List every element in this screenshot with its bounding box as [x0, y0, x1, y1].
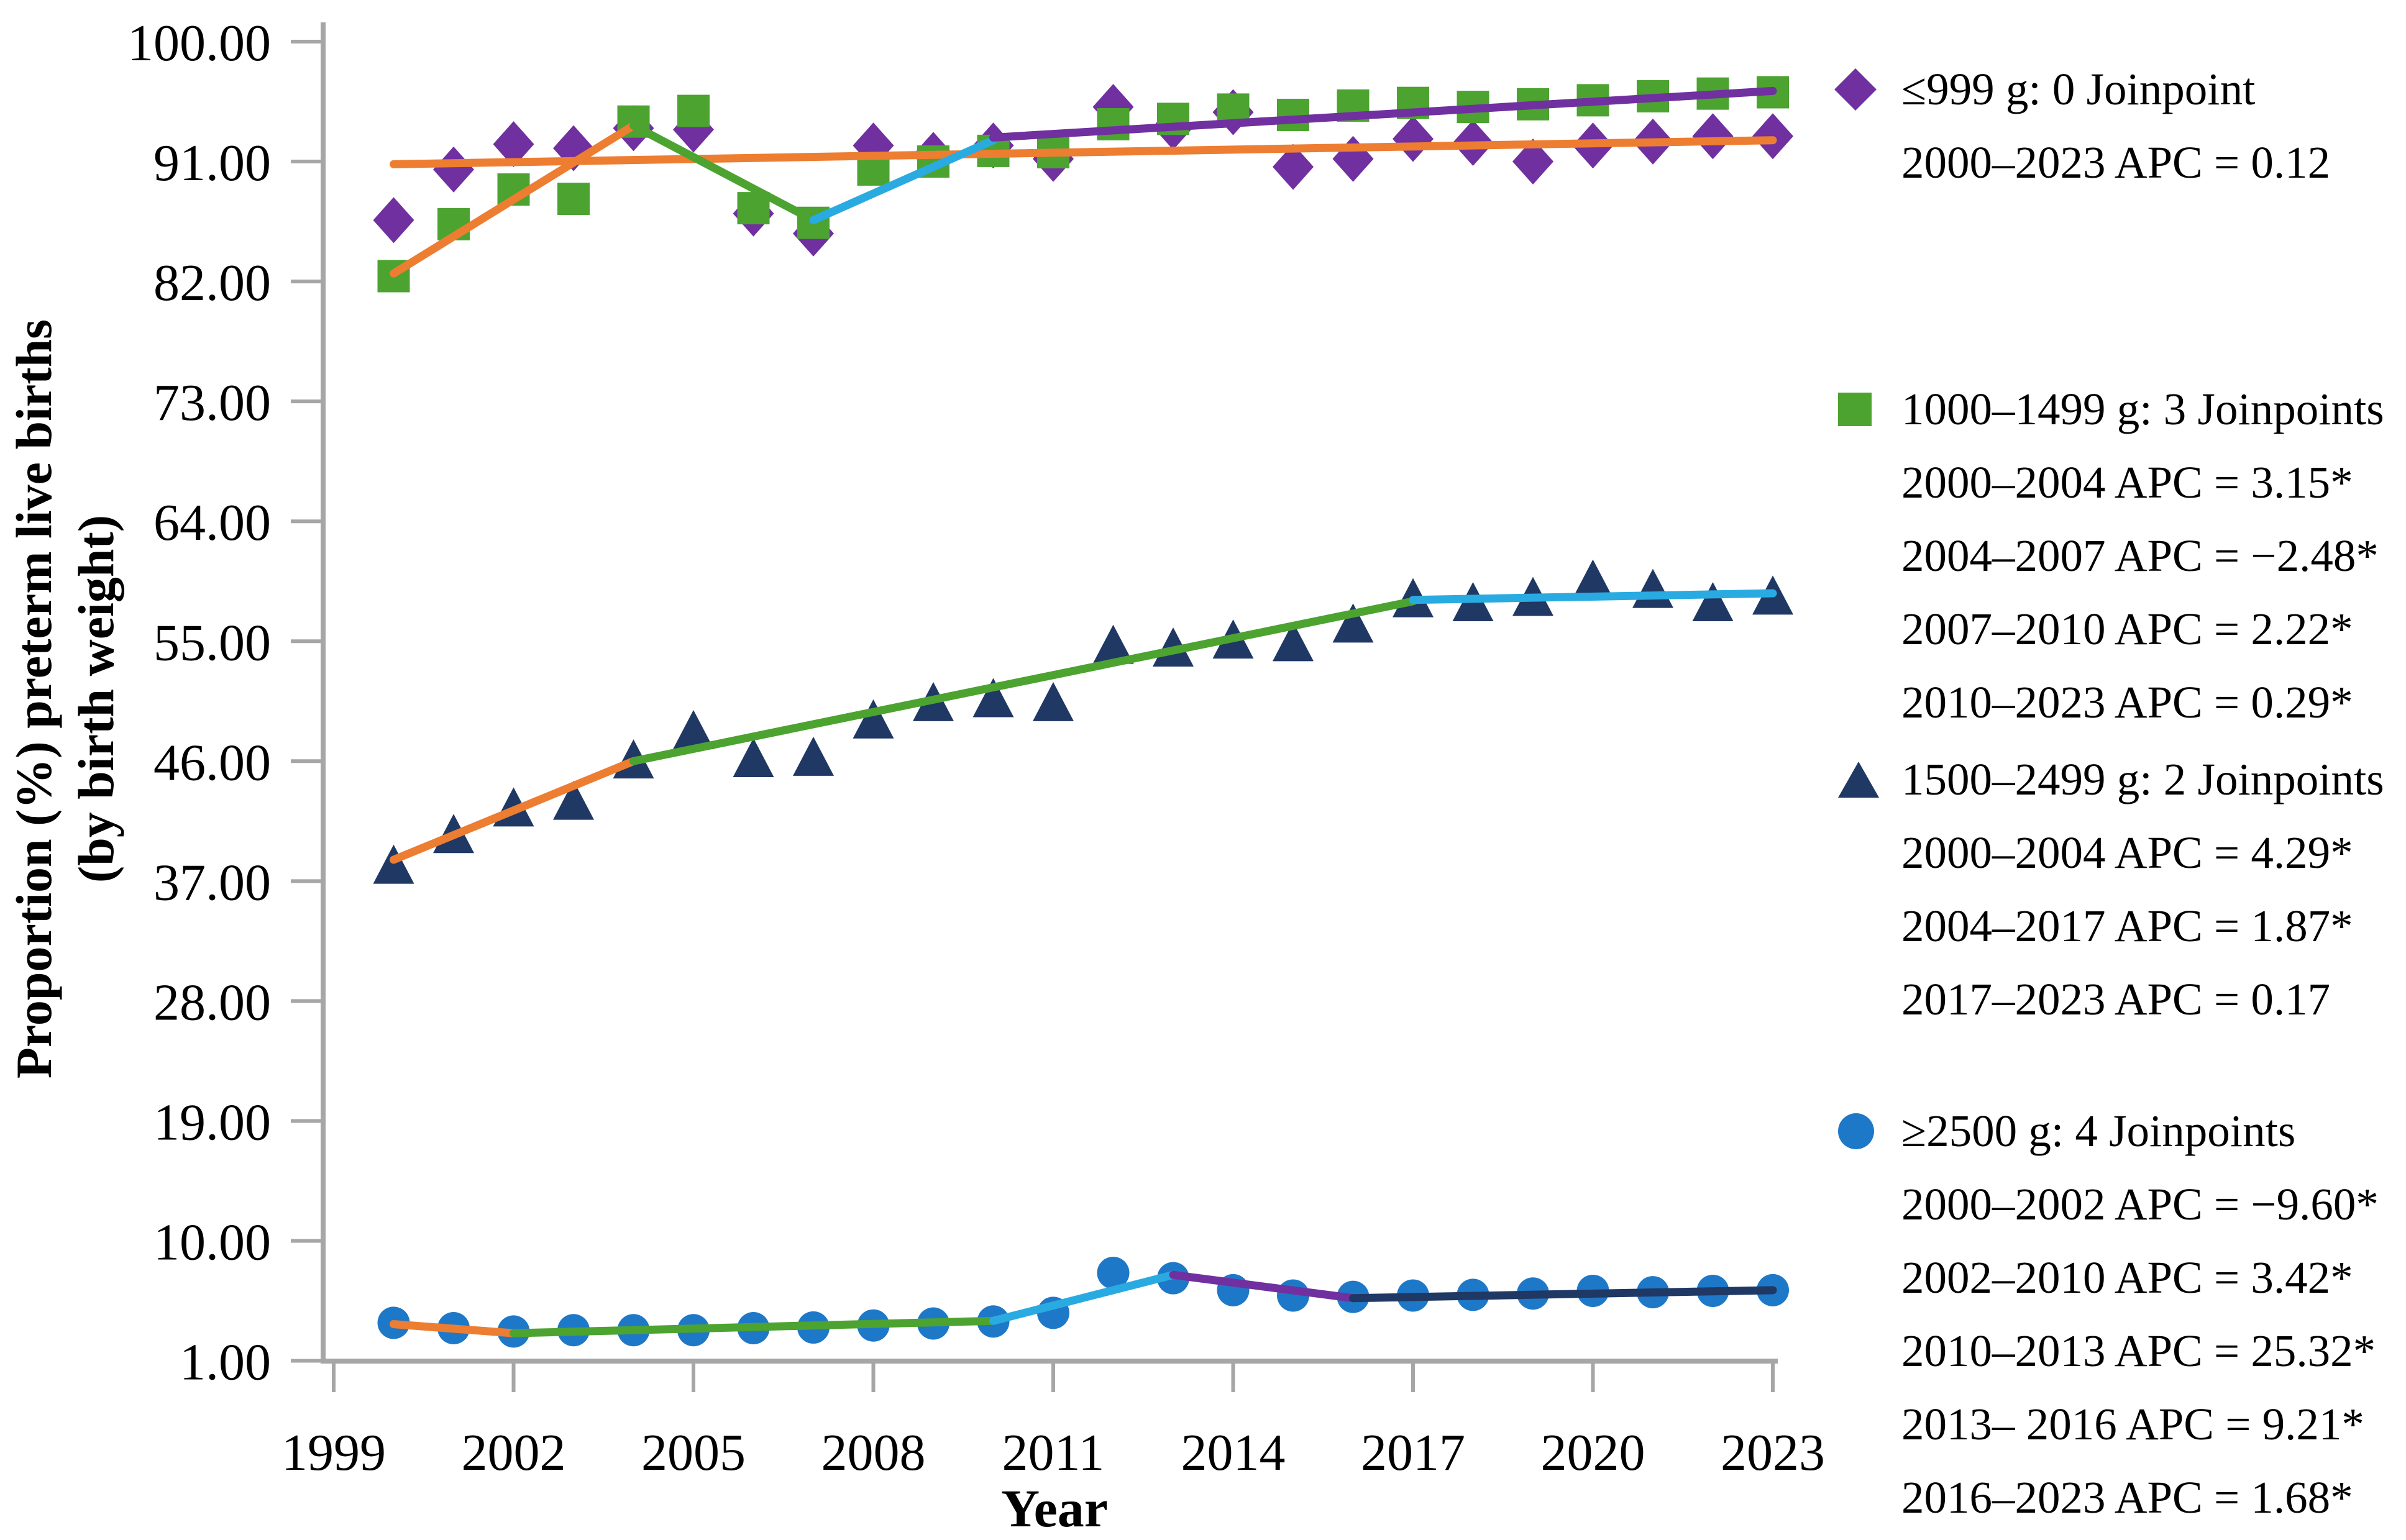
x-axis-title: Year	[1001, 1478, 1108, 1538]
triangle-marker	[972, 678, 1014, 718]
y-tick-label: 82.00	[153, 254, 271, 312]
triangle-marker	[673, 709, 714, 749]
triangle-marker	[553, 780, 594, 820]
triangle-marker	[853, 699, 894, 739]
y-axis-title-line2: (by birth weight)	[68, 514, 124, 883]
trend-segment-green	[629, 597, 1417, 765]
square-icon	[1838, 393, 1872, 426]
trend-segment-cyan	[1409, 589, 1777, 604]
y-tick-label: 73.00	[153, 374, 271, 432]
y-tick-label: 19.00	[153, 1093, 271, 1151]
x-tick-label: 1999	[281, 1424, 386, 1482]
triangle-marker	[1332, 603, 1374, 643]
square-marker	[1277, 98, 1309, 131]
legend-title: 1000–1499 g: 3 Joinpoints	[1901, 384, 2384, 434]
x-tick-label: 2023	[1721, 1424, 1825, 1482]
legend-apc-line: 2013– 2016 APC = 9.21*	[1901, 1399, 2364, 1449]
diamond-marker	[493, 121, 534, 168]
diamond-marker	[433, 146, 474, 193]
trend-segment-orange	[390, 1320, 518, 1337]
trend-segment-orange	[390, 757, 638, 864]
trend-segment-navy	[1349, 1286, 1777, 1303]
y-axis-title-line1: Proportion (%) preterm live births	[6, 319, 62, 1079]
legend-entry-ge2500g: ≥2500 g: 4 Joinpoints 2000–2002 APC = −9…	[1838, 1095, 2405, 1534]
legend-title: ≥2500 g: 4 Joinpoints	[1901, 1106, 2296, 1156]
legend-apc-line: 2017–2023 APC = 0.17	[1901, 974, 2331, 1024]
triangle-marker	[1632, 568, 1673, 608]
legend-entry-1500-2499g: 1500–2499 g: 2 Joinpoints 2000–2004 APC …	[1838, 743, 2405, 1036]
legend-entry-le999g: ≤999 g: 0 Joinpoint 2000–2023 APC = 0.12	[1834, 53, 2405, 199]
y-tick-label: 10.00	[153, 1214, 271, 1272]
triangle-marker	[1273, 622, 1314, 662]
legend-apc-line: 2000–2023 APC = 0.12	[1901, 137, 2331, 188]
legend-apc-line: 2004–2007 APC = −2.48*	[1901, 531, 2379, 581]
triangle-marker	[1572, 559, 1614, 599]
trend-segment-purple	[1169, 1270, 1357, 1303]
legend-title: ≤999 g: 0 Joinpoint	[1901, 64, 2256, 114]
trend-segment-green	[510, 1316, 997, 1337]
x-tick-label: 2014	[1181, 1424, 1286, 1482]
y-tick-label: 55.00	[153, 614, 271, 672]
x-tick-label: 2011	[1002, 1424, 1105, 1482]
legend-apc-line: 2000–2002 APC = −9.60*	[1901, 1179, 2379, 1229]
legend-apc-line: 2004–2017 APC = 1.87*	[1901, 901, 2353, 951]
square-marker	[677, 94, 710, 127]
trend-segment-cyan	[989, 1270, 1178, 1325]
diamond-marker	[1512, 139, 1553, 185]
trend-segment-green	[629, 121, 818, 224]
y-axis-title: Proportion (%) preterm live births (by b…	[3, 196, 134, 1202]
x-tick-label: 2005	[641, 1424, 746, 1482]
legend-apc-line: 2016–2023 APC = 1.68*	[1901, 1472, 2353, 1523]
legend-apc-line: 2010–2013 APC = 25.32*	[1901, 1326, 2376, 1376]
trend-segment-cyan	[809, 136, 997, 224]
square-marker	[1097, 107, 1130, 140]
triangle-marker	[373, 844, 414, 884]
diamond-marker	[1692, 113, 1734, 160]
triangle-marker	[1692, 582, 1734, 622]
y-tick-label: 46.00	[153, 734, 271, 791]
x-tick-label: 2008	[821, 1424, 926, 1482]
y-tick-label: 28.00	[153, 973, 271, 1031]
y-tick-label: 100.00	[127, 14, 271, 72]
square-marker	[557, 183, 590, 216]
legend-entry-1000-1499g: 1000–1499 g: 3 Joinpoints 2000–2004 APC …	[1838, 373, 2405, 739]
triangle-marker	[733, 738, 774, 778]
diamond-icon	[1834, 68, 1877, 111]
triangle-marker	[1092, 624, 1134, 664]
trend-segment-purple	[989, 86, 1777, 142]
triangle-marker	[793, 736, 834, 776]
circle-marker	[1097, 1256, 1130, 1289]
x-tick-label: 2017	[1361, 1424, 1465, 1482]
trend-segment-orange	[390, 136, 1777, 168]
trend-segment-orange	[390, 121, 638, 278]
legend-apc-line: 2010–2023 APC = 0.29*	[1901, 677, 2353, 727]
legend-apc-line: 2000–2004 APC = 4.29*	[1901, 827, 2353, 878]
x-tick-label: 2002	[462, 1424, 566, 1482]
circle-icon	[1838, 1113, 1874, 1149]
y-tick-label: 1.00	[180, 1334, 271, 1392]
diamond-marker	[1332, 135, 1374, 182]
triangle-icon	[1838, 762, 1879, 798]
diamond-marker	[373, 197, 414, 244]
diamond-marker	[1393, 116, 1434, 162]
y-tick-label: 37.00	[153, 854, 271, 911]
y-tick-label: 91.00	[153, 134, 271, 192]
legend-apc-line: 2007–2010 APC = 2.22*	[1901, 604, 2353, 654]
y-tick-label: 64.00	[153, 494, 271, 552]
legend-apc-line: 2002–2010 APC = 3.42*	[1901, 1252, 2353, 1303]
triangle-marker	[1033, 681, 1074, 721]
diamond-marker	[1273, 144, 1314, 190]
x-tick-label: 2020	[1541, 1424, 1645, 1482]
legend-title: 1500–2499 g: 2 Joinpoints	[1901, 754, 2384, 804]
legend-apc-line: 2000–2004 APC = 3.15*	[1901, 457, 2353, 508]
